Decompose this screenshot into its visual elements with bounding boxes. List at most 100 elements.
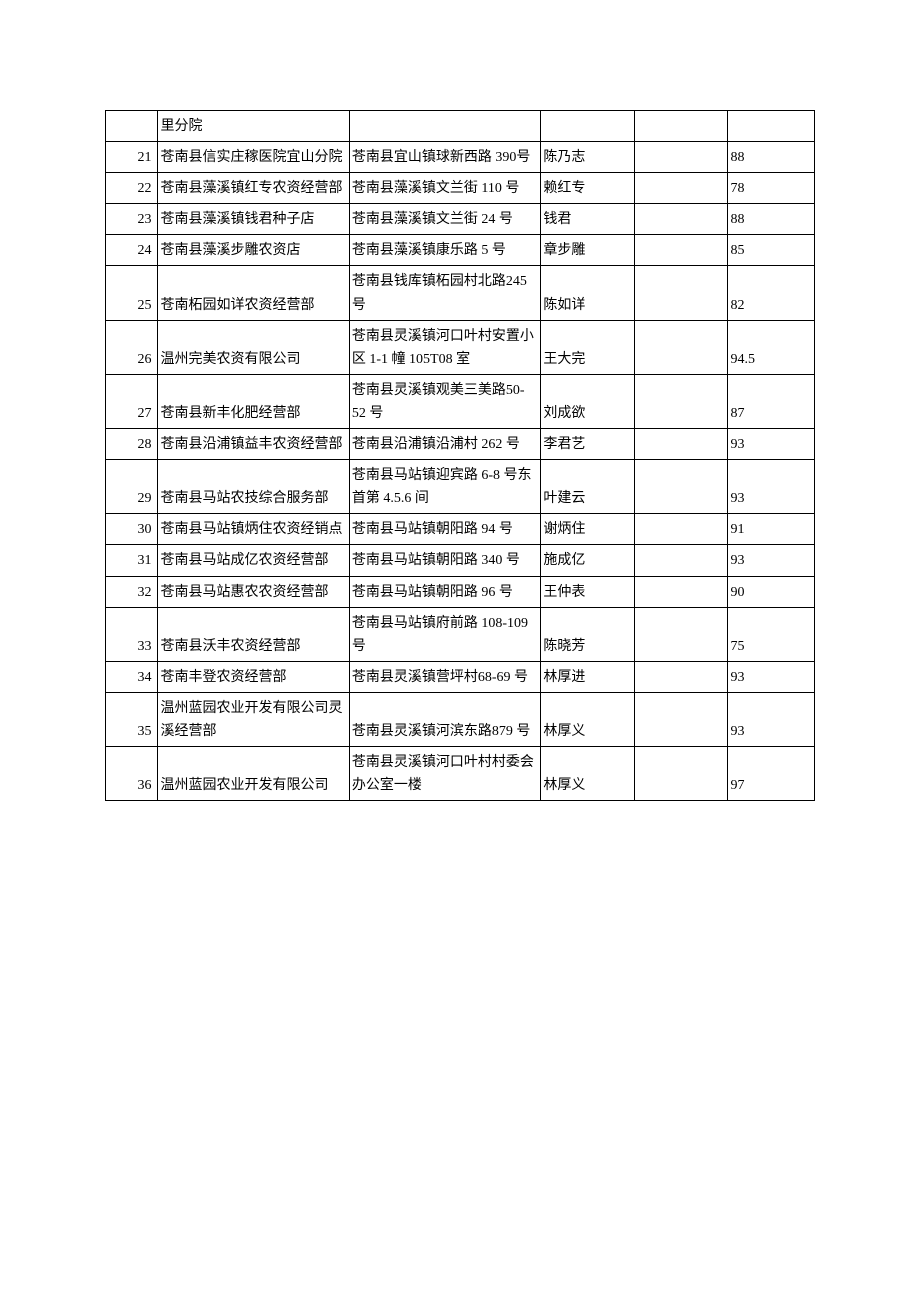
table-cell: 刘成欲 — [541, 374, 635, 428]
cell-text: 苍南县信实庄稼医院宜山分院 — [160, 146, 346, 169]
cell-text: 苍南县藻溪镇康乐路 5 号 — [352, 239, 538, 262]
table-cell: 苍南县马站惠农农资经营部 — [158, 576, 349, 607]
cell-text: 苍南县藻溪镇红专农资经营部 — [160, 177, 346, 200]
cell-text: 30 — [108, 518, 151, 541]
table-row: 33 苍南县沃丰农资经营部苍南县马站镇府前路 108-109号陈晓芳 75 — [106, 607, 815, 661]
table-cell — [634, 266, 728, 320]
cell-text: 苍南县藻溪步雕农资店 — [160, 239, 346, 262]
cell-text: 34 — [108, 666, 151, 689]
cell-text: 35 — [108, 720, 151, 743]
table-cell: 苍南县宜山镇球新西路 390号 — [349, 142, 540, 173]
table-cell: 苍南县新丰化肥经营部 — [158, 374, 349, 428]
cell-text: 苍南县钱库镇柘园村北路245 号 — [352, 270, 538, 316]
cell-text: 苍南县马站镇朝阳路 94 号 — [352, 518, 538, 541]
cell-text: 苍南县马站成亿农资经营部 — [160, 549, 346, 572]
table-cell: 钱君 — [541, 204, 635, 235]
table-cell: 赖红专 — [541, 173, 635, 204]
table-cell: 91 — [728, 514, 815, 545]
table-cell: 30 — [106, 514, 158, 545]
table-cell: 苍南县马站镇朝阳路 96 号 — [349, 576, 540, 607]
table-cell: 34 — [106, 661, 158, 692]
table-cell — [634, 173, 728, 204]
table-cell: 93 — [728, 429, 815, 460]
table-cell: 苍南县藻溪镇文兰街 110 号 — [349, 173, 540, 204]
table-cell: 林厚进 — [541, 661, 635, 692]
table-cell: 23 — [106, 204, 158, 235]
table-cell: 82 — [728, 266, 815, 320]
cell-text: 88 — [730, 208, 812, 231]
cell-text: 苍南县灵溪镇河口叶村村委会办公室一楼 — [352, 751, 538, 797]
cell-text: 苍南县灵溪镇观美三美路50-52 号 — [352, 379, 538, 425]
table-cell: 林厚义 — [541, 747, 635, 801]
table-cell — [634, 111, 728, 142]
cell-text: 温州完美农资有限公司 — [160, 348, 346, 371]
cell-text: 苍南县沃丰农资经营部 — [160, 635, 346, 658]
cell-text: 苍南丰登农资经营部 — [160, 666, 346, 689]
table-cell: 苍南县藻溪镇钱君种子店 — [158, 204, 349, 235]
table-cell: 林厚义 — [541, 692, 635, 746]
table-cell: 26 — [106, 320, 158, 374]
table-cell: 90 — [728, 576, 815, 607]
table-cell: 78 — [728, 173, 815, 204]
table-cell — [634, 460, 728, 514]
table-cell: 里分院 — [158, 111, 349, 142]
table-cell: 32 — [106, 576, 158, 607]
table-cell — [634, 514, 728, 545]
table-cell — [106, 111, 158, 142]
cell-text: 23 — [108, 208, 151, 231]
cell-text: 苍南县宜山镇球新西路 390号 — [352, 146, 538, 169]
cell-text: 24 — [108, 239, 151, 262]
table-cell: 93 — [728, 545, 815, 576]
cell-text: 94.5 — [730, 348, 812, 371]
cell-text: 温州蓝园农业开发有限公司 — [160, 774, 346, 797]
cell-text: 王大完 — [543, 348, 632, 371]
table-cell — [634, 374, 728, 428]
cell-text: 33 — [108, 635, 151, 658]
cell-text: 温州蓝园农业开发有限公司灵溪经营部 — [160, 697, 346, 743]
cell-text: 苍南县马站镇迎宾路 6-8 号东首第 4.5.6 间 — [352, 464, 538, 510]
cell-text: 叶建云 — [543, 487, 632, 510]
cell-text: 钱君 — [543, 208, 632, 231]
table-cell: 苍南县马站镇朝阳路 340 号 — [349, 545, 540, 576]
table-cell: 27 — [106, 374, 158, 428]
table-row: 26温州完美农资有限公司苍南县灵溪镇河口叶村安置小区 1-1 幢 105T08 … — [106, 320, 815, 374]
table-cell: 陈晓芳 — [541, 607, 635, 661]
table-cell: 33 — [106, 607, 158, 661]
table-cell: 苍南县马站镇府前路 108-109号 — [349, 607, 540, 661]
cell-text: 苍南县马站镇府前路 108-109号 — [352, 612, 538, 658]
cell-text: 32 — [108, 581, 151, 604]
table-cell — [634, 429, 728, 460]
table-cell: 王大完 — [541, 320, 635, 374]
cell-text: 25 — [108, 294, 151, 317]
table-cell: 22 — [106, 173, 158, 204]
cell-text: 里分院 — [160, 115, 346, 138]
cell-text: 90 — [730, 581, 812, 604]
table-cell — [634, 545, 728, 576]
cell-text: 苍南县灵溪镇河口叶村安置小区 1-1 幢 105T08 室 — [352, 325, 538, 371]
table-cell: 陈如详 — [541, 266, 635, 320]
cell-text: 93 — [730, 720, 812, 743]
table-cell: 苍南县沃丰农资经营部 — [158, 607, 349, 661]
table-body: 里分院21苍南县信实庄稼医院宜山分院苍南县宜山镇球新西路 390号陈乃志8822… — [106, 111, 815, 801]
cell-text: 75 — [730, 635, 812, 658]
table-cell: 苍南县马站镇朝阳路 94 号 — [349, 514, 540, 545]
table-cell: 苍南县马站成亿农资经营部 — [158, 545, 349, 576]
table-cell: 施成亿 — [541, 545, 635, 576]
table-cell: 温州完美农资有限公司 — [158, 320, 349, 374]
cell-text: 苍南县马站镇朝阳路 340 号 — [352, 549, 538, 572]
cell-text: 91 — [730, 518, 812, 541]
table-cell: 谢炳住 — [541, 514, 635, 545]
cell-text: 27 — [108, 402, 151, 425]
cell-text: 87 — [730, 402, 812, 425]
table-cell: 苍南县沿浦镇沿浦村 262 号 — [349, 429, 540, 460]
cell-text: 29 — [108, 487, 151, 510]
cell-text: 苍南柘园如详农资经营部 — [160, 294, 346, 317]
table-cell: 31 — [106, 545, 158, 576]
cell-text: 赖红专 — [543, 177, 632, 200]
table-cell: 温州蓝园农业开发有限公司 — [158, 747, 349, 801]
table-row: 22苍南县藻溪镇红专农资经营部苍南县藻溪镇文兰街 110 号赖红专 78 — [106, 173, 815, 204]
table-row: 34苍南丰登农资经营部苍南县灵溪镇营坪村68-69 号林厚进93 — [106, 661, 815, 692]
table-cell: 苍南县马站镇炳住农资经销点 — [158, 514, 349, 545]
cell-text: 苍南县灵溪镇河滨东路879 号 — [352, 720, 538, 743]
cell-text: 82 — [730, 294, 812, 317]
